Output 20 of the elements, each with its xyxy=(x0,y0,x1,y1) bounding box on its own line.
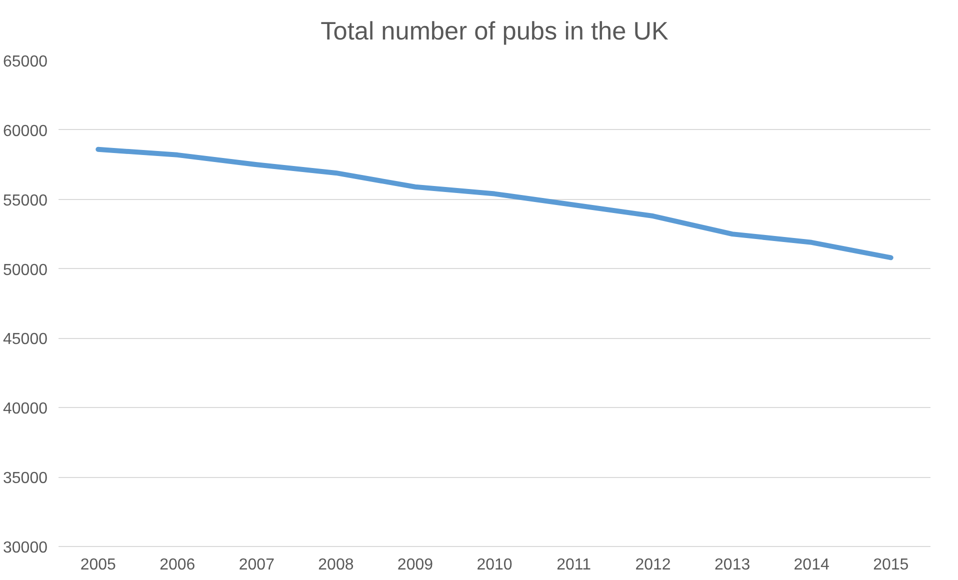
y-tick-label: 35000 xyxy=(3,470,48,488)
y-tick-label: 55000 xyxy=(3,192,48,210)
x-tick-label: 2013 xyxy=(714,556,750,574)
x-tick-label: 2015 xyxy=(873,556,909,574)
x-tick-label: 2007 xyxy=(238,556,275,574)
y-tick-label: 40000 xyxy=(3,400,48,418)
x-tick-label: 2008 xyxy=(318,556,354,574)
y-tick-label: 65000 xyxy=(3,54,48,70)
x-tick-label: 2006 xyxy=(160,556,196,574)
x-tick-label: 2010 xyxy=(476,556,512,574)
x-tick-label: 2012 xyxy=(635,556,671,574)
x-tick-label: 2014 xyxy=(794,556,830,574)
y-tick-label: 60000 xyxy=(3,122,48,140)
x-tick-label: 2011 xyxy=(556,556,592,574)
y-tick-label: 50000 xyxy=(3,262,48,279)
chart-title: Total number of pubs in the UK xyxy=(320,18,668,46)
x-tick-label: 2009 xyxy=(397,556,434,574)
x-tick-label: 2005 xyxy=(80,556,116,574)
y-tick-label: 45000 xyxy=(3,331,48,348)
y-tick-label: 30000 xyxy=(3,540,48,556)
